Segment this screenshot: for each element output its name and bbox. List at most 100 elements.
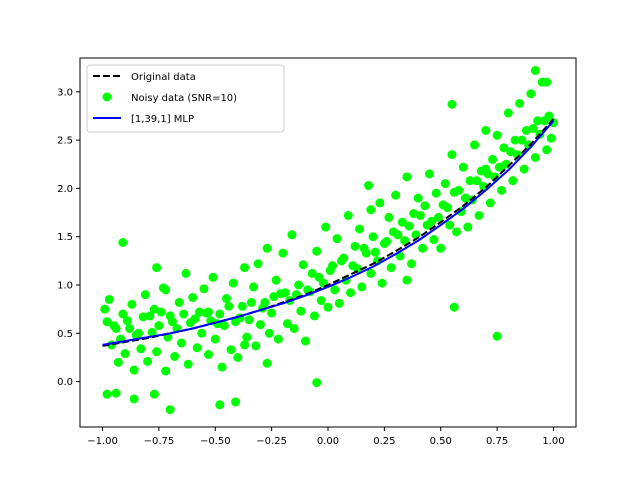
noisy-data-point (337, 256, 347, 266)
noisy-data-point (181, 268, 191, 278)
noisy-data-point (240, 340, 250, 350)
noisy-data-point (179, 309, 189, 319)
noisy-data-point (154, 321, 164, 331)
noisy-data-point (452, 227, 462, 237)
noisy-data-point (366, 205, 376, 215)
noisy-data-point (100, 304, 110, 314)
noisy-data-point (539, 116, 549, 126)
noisy-data-point (359, 243, 369, 253)
noisy-data-point (343, 210, 353, 220)
noisy-data-point (298, 260, 308, 270)
noisy-data-point (449, 302, 459, 312)
noisy-data-point (506, 147, 516, 157)
noisy-data-point (251, 341, 261, 351)
x-tick-label: 1.00 (542, 436, 564, 447)
noisy-data-point (530, 152, 540, 162)
x-tick-label: −0.25 (256, 436, 287, 447)
noisy-data-point (404, 221, 414, 231)
noisy-data-point (515, 98, 525, 108)
legend: Original data Noisy data (SNR=10) [1,39,… (86, 64, 285, 133)
noisy-data-point (485, 198, 495, 208)
noisy-data-point (129, 394, 139, 404)
noisy-data-point (287, 230, 297, 240)
mlp-line (102, 120, 555, 346)
noisy-data-point (165, 405, 175, 415)
noisy-data-point (197, 328, 207, 338)
noisy-data-point (118, 309, 128, 319)
noisy-data-point (368, 232, 378, 242)
noisy-data-point (312, 378, 322, 388)
noisy-data-point (508, 176, 518, 186)
noisy-data-point (194, 307, 204, 317)
noisy-data-point (217, 362, 227, 372)
noisy-data-point (431, 188, 441, 198)
noisy-data-point (136, 344, 146, 354)
noisy-data-point (479, 181, 489, 191)
noisy-data-point (346, 288, 356, 298)
noisy-data-point (492, 331, 502, 341)
noisy-data-point (350, 241, 360, 251)
noisy-data-point (384, 212, 394, 222)
x-tick-label: −1.00 (87, 436, 118, 447)
noisy-data-point (409, 209, 419, 219)
y-tick-label: 3.0 (57, 87, 73, 98)
noisy-data-point (377, 278, 387, 288)
noisy-data-point (253, 259, 263, 269)
y-tick-label: 0.5 (57, 329, 73, 340)
noisy-data-point (149, 389, 159, 399)
noisy-data-point (400, 236, 410, 246)
noisy-data-point (445, 220, 455, 230)
noisy-data-point (215, 309, 225, 319)
noisy-data-point (249, 282, 259, 292)
noisy-data-point (497, 185, 507, 195)
noisy-data-point (510, 135, 520, 145)
noisy-data-point (533, 116, 543, 126)
y-tick-label: 1.0 (57, 281, 73, 292)
noisy-data-point (102, 389, 112, 399)
noisy-data-point (436, 243, 446, 253)
noisy-data-point (183, 359, 193, 369)
noisy-data-point (262, 358, 272, 368)
noisy-data-point (134, 328, 144, 338)
y-tick-label: 1.5 (57, 232, 73, 243)
noisy-data-point (282, 319, 292, 329)
noisy-data-point (323, 302, 333, 312)
noisy-data-point (125, 323, 135, 333)
y-axis: 0.0 0.5 1.0 1.5 2.0 2.5 3.0 (57, 87, 80, 388)
noisy-data-point (402, 172, 412, 182)
noisy-data-point (267, 308, 277, 318)
x-tick-label: 0.00 (317, 436, 339, 447)
noisy-data-point (104, 294, 114, 304)
noisy-data-point (246, 297, 256, 307)
noisy-data-point (199, 284, 209, 294)
noisy-data-point (488, 154, 498, 164)
noisy-data-point (314, 272, 324, 282)
noisy-data-point (113, 357, 123, 367)
legend-label-noisy-data: Noisy data (SNR=10) (131, 93, 237, 104)
noisy-data-point (427, 216, 437, 226)
noisy-data-point (240, 263, 250, 273)
noisy-data-point (224, 301, 234, 311)
noisy-data-point (481, 125, 491, 135)
noisy-data-point (233, 352, 243, 362)
noisy-data-point (375, 198, 385, 208)
noisy-data-point (226, 345, 236, 355)
noisy-data-point (222, 294, 232, 304)
noisy-data-point (325, 266, 335, 276)
noisy-data-point (364, 181, 374, 191)
noisy-data-point (424, 169, 434, 179)
noisy-data-point (111, 388, 121, 398)
noisy-data-point (204, 307, 214, 317)
noisy-data-point (397, 217, 407, 227)
noisy-data-point (296, 306, 306, 316)
noisy-data-point (429, 235, 439, 245)
noisy-data-point (143, 356, 153, 366)
noisy-data-point (440, 179, 450, 189)
noisy-data-point (503, 108, 513, 118)
noisy-data-point (413, 193, 423, 203)
noisy-data-point (147, 327, 157, 337)
noisy-data-point (271, 275, 281, 285)
noisy-data-point (449, 187, 459, 197)
noisy-data-point (300, 336, 310, 346)
